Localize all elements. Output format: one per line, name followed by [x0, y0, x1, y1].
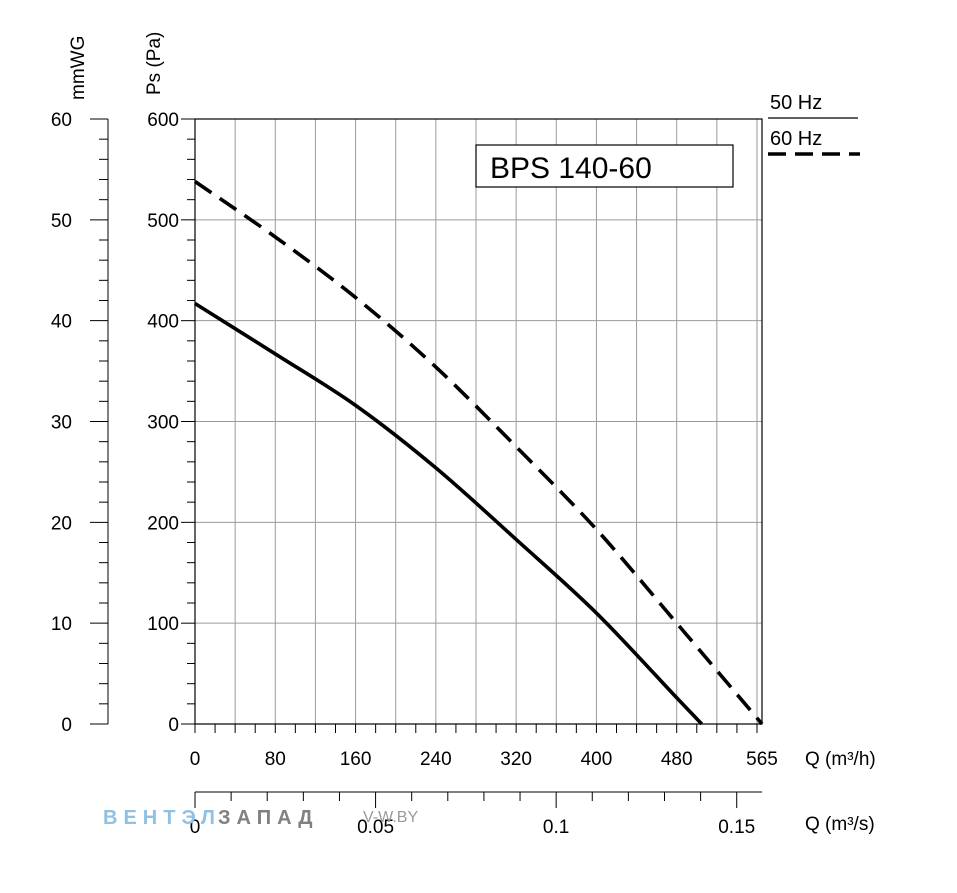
watermark-brand-part2: ЗАПАД	[218, 807, 319, 829]
series-lines	[193, 180, 764, 726]
y-tick-label: 300	[147, 413, 179, 434]
x-tick-label: 480	[661, 749, 693, 770]
x-tick-label: 240	[420, 749, 452, 770]
y2-tick-label: 50	[51, 211, 72, 232]
y-tick-label: 500	[147, 211, 179, 232]
chart-title-box: BPS 140-60	[475, 144, 734, 188]
y2-tick-label: 10	[51, 614, 72, 635]
watermark: ВЕНТЭЛ ЗАПАД V-W.BY	[103, 807, 418, 829]
legend-label-60hz: 60 Hz	[770, 128, 822, 150]
y-tick-label: 400	[147, 312, 179, 333]
x2-tick-label: 0	[190, 817, 201, 838]
x2-tick-label: 0.05	[357, 817, 394, 838]
y-tick-label: 600	[147, 110, 179, 131]
y2-tick-label: 0	[61, 715, 72, 736]
y2-axis-label-mmwg: mmWG	[68, 36, 89, 100]
legend-label-50hz: 50 Hz	[770, 92, 822, 114]
axis-ticks	[90, 118, 758, 808]
chart-title: BPS 140-60	[490, 152, 652, 185]
y-axis-label-pa: Ps (Pa)	[144, 32, 165, 95]
x-tick-label: 400	[581, 749, 613, 770]
x2-axis-label-m3s: Q (m³/s)	[805, 814, 875, 835]
x2-tick-label: 0.15	[718, 817, 755, 838]
y-tick-label: 200	[147, 513, 179, 534]
watermark-url: V-W.BY	[363, 809, 418, 826]
grid	[195, 119, 762, 724]
watermark-brand-part1: ВЕНТЭЛ	[103, 807, 221, 829]
y2-tick-label: 40	[51, 312, 72, 333]
y-tick-label: 0	[168, 715, 179, 736]
x-tick-label: 320	[500, 749, 532, 770]
y-tick-label: 100	[147, 614, 179, 635]
legend: 50 Hz 60 Hz	[768, 92, 860, 156]
x-tick-label: 0	[190, 749, 201, 770]
x-tick-label: 160	[340, 749, 372, 770]
series-line-60hz	[193, 180, 764, 726]
x-tick-label: 80	[265, 749, 286, 770]
x-tick-label: 565	[746, 749, 778, 770]
x-axis-label-m3h: Q (m³/h)	[805, 749, 876, 770]
series-line-50hz	[194, 302, 704, 726]
y2-tick-label: 30	[51, 413, 72, 434]
y2-tick-label: 20	[51, 513, 72, 534]
y2-tick-label: 60	[51, 110, 72, 131]
x2-tick-label: 0.1	[543, 817, 569, 838]
